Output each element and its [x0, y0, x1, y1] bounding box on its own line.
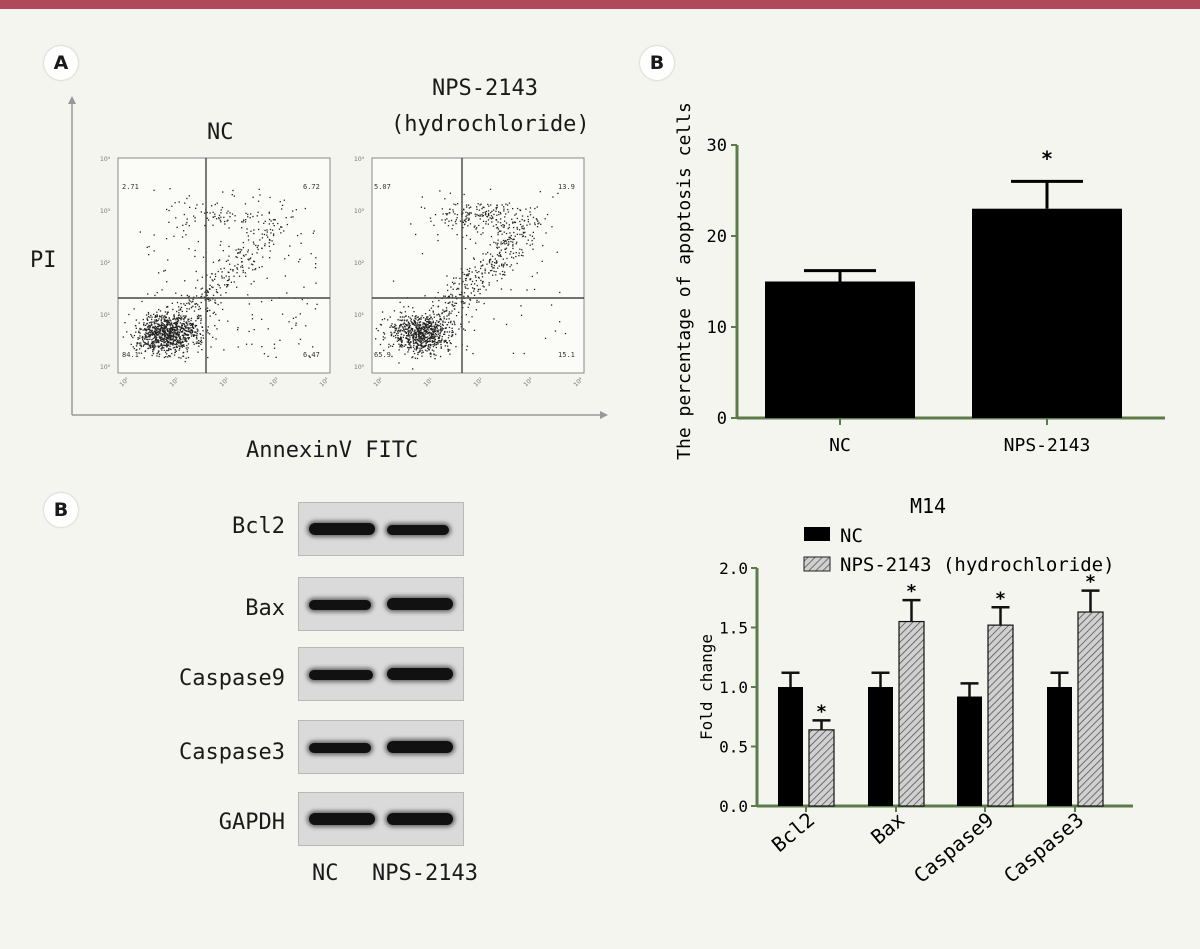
- band-caspase9-nps: [387, 668, 453, 680]
- chart2-bar-bax-nc: [868, 687, 893, 806]
- chart2-ytick-label: 0.0: [719, 797, 748, 816]
- band-caspase9-nc: [309, 670, 373, 680]
- band-bax-nps: [387, 598, 453, 610]
- band-gapdh-nps: [387, 813, 453, 825]
- blot-lane-label-nc: NC: [312, 861, 339, 886]
- nc-q4-value: 84.1: [122, 351, 139, 359]
- chart1-bar-nps-2143: [972, 208, 1122, 418]
- flow-ytick-nps: 10⁴: [354, 156, 365, 163]
- chart2-significance: *: [817, 701, 827, 722]
- chart2-xtick-label-bcl2: Bcl2: [767, 807, 819, 856]
- flow-y-axis-label: PI: [30, 248, 57, 273]
- nps-q4-value: 65.9: [374, 351, 391, 359]
- chart2-y-axis-label: Fold change: [697, 634, 716, 740]
- chart2-ytick-label: 2.0: [719, 559, 748, 578]
- blot-label-bcl2: Bcl2: [232, 514, 285, 539]
- chart2-bar-caspase3-nps: [1077, 611, 1104, 807]
- band-bax-nc: [309, 600, 371, 610]
- chart1-xtick-label: NPS-2143: [1004, 435, 1091, 456]
- flow-plot-title-nc: NC: [207, 120, 234, 145]
- chart2-bar-caspase9-nps: [987, 624, 1014, 807]
- flow-ytick-nps: 10³: [354, 208, 365, 215]
- chart2-ytick-label: 0.5: [719, 738, 748, 757]
- flow-ytick-nps: 10²: [354, 260, 365, 267]
- chart1-ytick-label: 30: [707, 136, 727, 156]
- flow-plot-frame-nps: [371, 157, 585, 374]
- band-bcl2-nps: [387, 525, 449, 535]
- nc-q3-value: 6.47: [303, 351, 320, 359]
- flow-ytick-nc: 10²: [100, 260, 111, 267]
- band-bcl2-nc: [309, 523, 375, 535]
- flow-plot-title-nps-line1: NPS-2143: [432, 76, 538, 101]
- chart2-xtick-label-caspase9: Caspase9: [909, 807, 998, 887]
- blot-label-bax: Bax: [245, 596, 285, 621]
- blot-strip-caspase3: [298, 720, 464, 774]
- flow-x-axis-arrow: [600, 411, 608, 419]
- flow-plot-title-nps-line2: (hydrochloride): [391, 112, 590, 137]
- panel-label-a: A: [44, 46, 78, 80]
- flow-scatter-nps: [375, 188, 567, 370]
- panel-label-b-top: B: [640, 46, 674, 80]
- chart2-title: M14: [910, 494, 946, 518]
- blot-strip-bcl2: [298, 502, 464, 556]
- band-caspase3-nps: [387, 741, 453, 753]
- chart2-significance: *: [907, 581, 917, 602]
- flow-plot-frame-nc: [117, 157, 331, 374]
- chart1-bar-nc: [765, 281, 915, 418]
- blot-label-caspase3: Caspase3: [179, 740, 285, 765]
- blot-label-caspase9: Caspase9: [179, 666, 285, 691]
- nps-q2-value: 13.9: [558, 183, 575, 191]
- chart1-significance: *: [1042, 146, 1053, 170]
- chart2-bar-bax-nps: [898, 620, 925, 807]
- nps-q1-value: 5.07: [374, 183, 391, 191]
- band-caspase3-nc: [309, 743, 371, 753]
- chart2-significance: *: [996, 588, 1006, 609]
- chart1-y-axis-label: The percentage of apoptosis cells: [674, 102, 695, 460]
- legend-swatch-nc: [804, 527, 830, 541]
- legend-label-nps: NPS-2143 (hydrochloride): [840, 554, 1115, 576]
- blot-label-gapdh: GAPDH: [218, 810, 285, 835]
- blot-strip-gapdh: [298, 792, 464, 846]
- chart2-bar-caspase3-nc: [1047, 687, 1072, 806]
- flow-x-axis-label: AnnexinV FITC: [246, 438, 419, 463]
- top-accent-bar: [0, 0, 1200, 9]
- flow-ytick-nps: 10¹: [354, 312, 365, 319]
- flow-ytick-nc: 10¹: [100, 312, 111, 319]
- legend-label-nc: NC: [840, 525, 863, 547]
- blot-strip-bax: [298, 577, 464, 631]
- legend-swatch-nps: [803, 556, 831, 572]
- chart2-xtick-label-bax: Bax: [866, 807, 909, 849]
- panel-label-b-blot: B: [44, 493, 78, 527]
- flow-ytick-nc: 10³: [100, 208, 111, 215]
- nps-q3-value: 15.1: [558, 351, 575, 359]
- chart2-xtick-label-caspase3: Caspase3: [999, 807, 1088, 887]
- chart1-ytick-label: 20: [707, 227, 727, 247]
- flow-ytick-nc: 10⁴: [100, 156, 111, 163]
- blot-lane-label-nps: NPS-2143: [372, 861, 478, 886]
- blot-strip-caspase9: [298, 647, 464, 701]
- band-gapdh-nc: [309, 813, 375, 825]
- flow-ytick-nps: 10⁰: [354, 364, 365, 371]
- chart2-bar-caspase9-nc: [957, 696, 982, 806]
- flow-y-axis-arrow: [68, 96, 76, 104]
- chart2-bar-bcl2-nc: [778, 687, 803, 806]
- nc-q1-value: 2.71: [122, 183, 139, 191]
- chart2-significance: *: [1086, 572, 1096, 593]
- nc-q2-value: 6.72: [303, 183, 320, 191]
- chart2-bar-bcl2-nps: [808, 729, 835, 807]
- chart2-ytick-label: 1.0: [719, 678, 748, 697]
- chart2-ytick-label: 1.5: [719, 619, 748, 638]
- flow-scatter-nc: [122, 188, 318, 363]
- flow-ytick-nc: 10⁰: [100, 364, 111, 371]
- chart1-ytick-label: 10: [707, 318, 727, 338]
- chart1-ytick-label: 0: [717, 409, 727, 429]
- chart1-xtick-label: NC: [829, 435, 851, 456]
